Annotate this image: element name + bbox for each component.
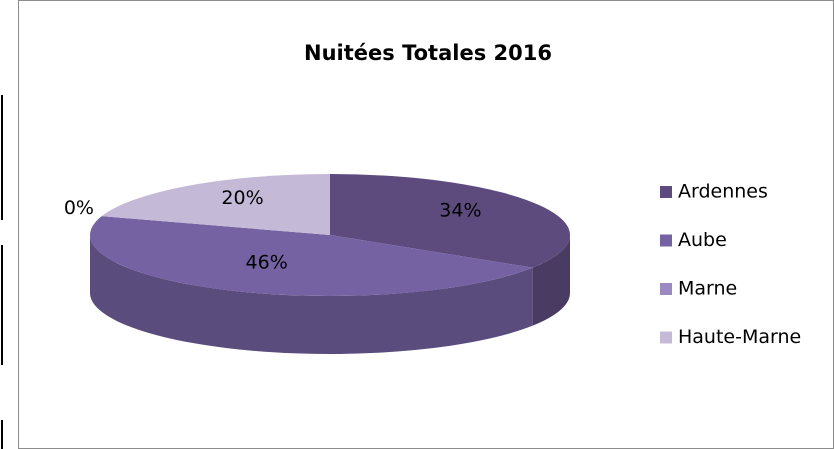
data-label: 34% <box>439 199 481 221</box>
slice <box>330 174 570 268</box>
legend-label: Aube <box>678 229 727 251</box>
legend-swatch <box>660 234 672 247</box>
legend-swatch <box>660 331 672 344</box>
slice-side <box>90 235 533 354</box>
chart-title: Nuitées Totales 2016 <box>304 41 552 65</box>
legend-label: Haute-Marne <box>678 326 801 348</box>
slice <box>101 174 331 235</box>
slice-side <box>532 235 570 326</box>
legend-swatch <box>660 186 672 198</box>
legend-label: Marne <box>678 278 737 300</box>
legend-label: Ardennes <box>678 181 768 203</box>
legend-swatch <box>660 283 672 295</box>
data-label: 46% <box>246 252 288 274</box>
data-label: 20% <box>221 187 263 209</box>
slice <box>90 216 533 296</box>
data-label: 0% <box>64 197 94 219</box>
